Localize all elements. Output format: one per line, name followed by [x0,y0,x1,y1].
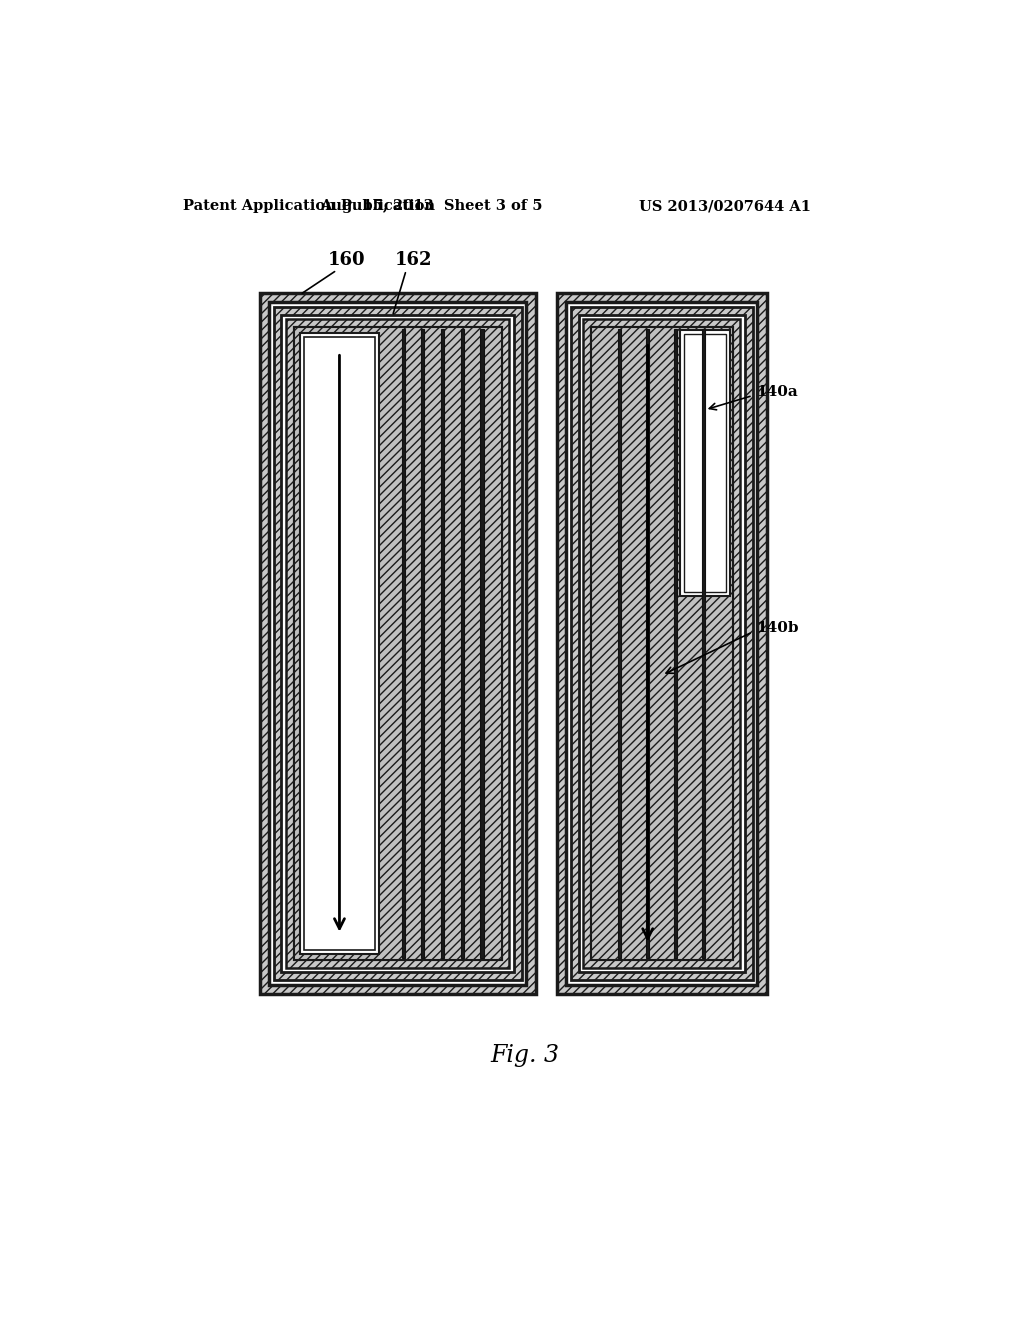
Bar [282,314,514,973]
Bar [584,319,740,968]
Bar [286,319,509,968]
Bar [294,327,502,960]
Bar [480,329,483,958]
Bar [566,302,758,985]
Bar [269,302,526,985]
Bar [441,329,444,958]
Bar [300,333,379,954]
Bar [684,334,726,593]
Text: Fig. 3: Fig. 3 [490,1044,559,1067]
Bar [557,293,767,994]
Bar [617,329,621,958]
Bar [422,329,425,958]
Text: 160: 160 [328,251,365,268]
Bar [591,327,733,960]
Bar [571,308,753,979]
Bar [591,327,733,960]
Bar [260,293,536,994]
Bar [401,329,404,958]
Bar [461,329,464,958]
Text: 140a: 140a [756,384,798,399]
Bar [645,329,648,958]
Bar [579,314,745,973]
Bar [680,330,730,595]
Text: Patent Application Publication: Patent Application Publication [183,199,435,213]
Text: Aug. 15, 2013  Sheet 3 of 5: Aug. 15, 2013 Sheet 3 of 5 [319,199,542,213]
Bar [294,327,502,960]
Bar [674,329,677,958]
Text: 140b: 140b [756,622,799,635]
Bar [304,337,375,950]
Bar [701,329,705,958]
Text: US 2013/0207644 A1: US 2013/0207644 A1 [639,199,811,213]
Text: 162: 162 [395,251,433,268]
Bar [273,308,521,979]
